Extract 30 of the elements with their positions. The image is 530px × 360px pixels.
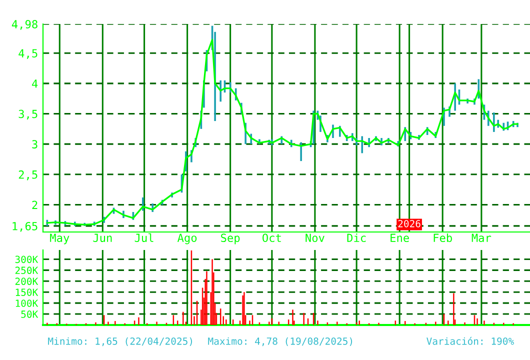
y-tick-label: 50K bbox=[21, 310, 38, 318]
x-tick-label: Ene bbox=[390, 234, 409, 242]
x-tick-label: Sep bbox=[221, 234, 240, 244]
y-tick-label: 2 bbox=[32, 200, 38, 209]
x-tick-label: Feb bbox=[434, 233, 452, 242]
y-tick-label: 4,98 bbox=[12, 20, 38, 30]
y-tick-label: 100K bbox=[16, 300, 38, 307]
x-tick-label: Dic bbox=[347, 233, 366, 242]
x-tick-label: Nov bbox=[306, 234, 324, 242]
x-tick-label: Jul bbox=[134, 233, 154, 242]
line-series bbox=[46, 38, 518, 226]
y-tick-label: 3 bbox=[32, 140, 38, 148]
y-tick-label: 3,5 bbox=[18, 110, 38, 120]
x-tick-label: Ago bbox=[177, 234, 197, 244]
ref-line-label: 2026 bbox=[398, 220, 420, 228]
y-tick-label: 2,5 bbox=[18, 170, 38, 180]
text: Minimo: 1,65 (22/04/2025) bbox=[48, 337, 192, 346]
y-tick-label: 4 bbox=[32, 80, 38, 88]
y-tick-label: 200K bbox=[15, 278, 38, 285]
text: Variación: 190% bbox=[426, 336, 514, 345]
x-tick-label: Mar bbox=[472, 234, 492, 242]
y-tick-label: 250K bbox=[15, 266, 38, 274]
y-tick-label: 1,65 bbox=[12, 222, 38, 232]
y-tick-label: 300K bbox=[15, 256, 38, 264]
y-tick-label: 4,5 bbox=[18, 49, 38, 59]
y-tick-label: 150K bbox=[16, 288, 38, 296]
text: Maximo: 4,78 (19/08/2025) bbox=[208, 337, 352, 346]
x-tick-label: Jun bbox=[93, 234, 112, 242]
x-tick-label: Oct bbox=[262, 234, 281, 242]
x-tick-label: May bbox=[50, 234, 70, 244]
